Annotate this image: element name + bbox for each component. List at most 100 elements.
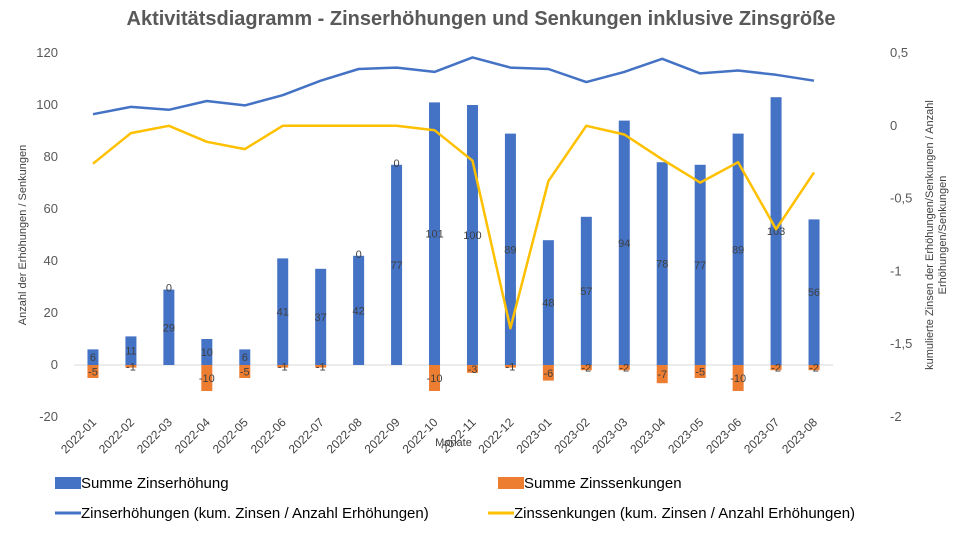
x-tick-label: 2022-09 bbox=[362, 415, 403, 456]
y-tick-label: -20 bbox=[39, 409, 58, 424]
bar-decrease bbox=[580, 365, 592, 371]
bar-increase bbox=[353, 255, 365, 365]
bar-decrease bbox=[542, 365, 554, 381]
x-tick-label: 2023-06 bbox=[703, 415, 744, 456]
bar-increase-label: 101 bbox=[425, 229, 443, 241]
bar-decrease bbox=[656, 365, 668, 384]
x-tick-label: 2022-03 bbox=[134, 415, 175, 456]
bar-decrease-label: -5 bbox=[240, 367, 250, 379]
y-tick-label: 20 bbox=[44, 305, 58, 320]
bar-increase-label: 10 bbox=[201, 347, 213, 359]
bar-increase bbox=[201, 339, 213, 365]
bar-decrease-label: -6 bbox=[543, 368, 553, 380]
x-tick-label: 2023-01 bbox=[513, 415, 554, 456]
bar-decrease-label: -2 bbox=[771, 363, 781, 375]
bar-decrease-label: -2 bbox=[619, 363, 629, 375]
bar-increase bbox=[694, 164, 706, 365]
legend-decrease-label: Summe Zinssenkungen bbox=[524, 475, 682, 492]
y2-tick-label: -1,5 bbox=[890, 336, 912, 351]
bar-decrease-label: -2 bbox=[581, 363, 591, 375]
y2-tick-label: 0 bbox=[890, 118, 897, 133]
x-tick-label: 2023-03 bbox=[589, 415, 630, 456]
bar-increase-label: 6 bbox=[242, 352, 248, 364]
legend-increase-swatch bbox=[55, 477, 81, 489]
x-tick-label: 2022-02 bbox=[96, 415, 137, 456]
bar-increase-label: 42 bbox=[353, 305, 365, 317]
bar-decrease-label: -5 bbox=[88, 367, 98, 379]
bar-increase bbox=[656, 162, 668, 365]
y-tick-label: 80 bbox=[44, 149, 58, 164]
bar-decrease-label: -1 bbox=[316, 361, 326, 373]
x-tick-label: 2022-08 bbox=[324, 415, 365, 456]
x-tick-label: 2022-10 bbox=[400, 415, 441, 456]
x-tick-label: 2022-11 bbox=[438, 415, 479, 456]
legend-decrease-avg-label: Zinssenkungen (kum. Zinsen / Anzahl Erhö… bbox=[514, 505, 855, 522]
bar-increase-label: 89 bbox=[732, 244, 744, 256]
x-tick-label: 2023-02 bbox=[551, 415, 592, 456]
bar-decrease bbox=[504, 365, 516, 368]
y2-tick-label: -0,5 bbox=[890, 191, 912, 206]
x-tick-label: 2022-04 bbox=[172, 415, 213, 456]
x-tick-label: 2023-05 bbox=[665, 415, 706, 456]
bar-decrease-label: 0 bbox=[394, 158, 400, 170]
legend-decrease-swatch bbox=[498, 477, 524, 489]
x-axis-title: Monate bbox=[435, 437, 472, 449]
bar-increase-label: 57 bbox=[580, 286, 592, 298]
bar-decrease bbox=[201, 365, 213, 391]
bar-decrease bbox=[732, 365, 744, 391]
bar-increase bbox=[770, 97, 782, 365]
bar-decrease-label: -1 bbox=[126, 361, 136, 373]
bar-decrease bbox=[87, 365, 99, 378]
bar-decrease-label: -10 bbox=[730, 373, 746, 385]
bar-decrease bbox=[466, 365, 478, 373]
y-tick-label: 60 bbox=[44, 201, 58, 216]
bar-increase bbox=[466, 105, 478, 365]
line-increase-avg bbox=[92, 56, 815, 116]
bar-decrease-label: -3 bbox=[468, 364, 478, 376]
bar-decrease-label: -10 bbox=[199, 373, 215, 385]
bar-decrease-label: 0 bbox=[166, 283, 172, 295]
bar-decrease-label: -1 bbox=[278, 361, 288, 373]
bar-decrease bbox=[239, 365, 251, 378]
bar-increase bbox=[542, 240, 554, 365]
bar-increase bbox=[277, 258, 289, 365]
x-tick-label: 2023-08 bbox=[779, 415, 820, 456]
x-tick-label: 2022-05 bbox=[210, 415, 251, 456]
line-decrease-avg bbox=[92, 124, 816, 330]
bar-increase bbox=[163, 289, 175, 365]
legend-increase-avg-label: Zinserhöhungen (kum. Zinsen / Anzahl Erh… bbox=[81, 505, 429, 522]
bar-increase bbox=[504, 133, 516, 365]
bar-decrease bbox=[429, 365, 441, 391]
x-tick-label: 2023-07 bbox=[741, 415, 782, 456]
bar-increase-label: 78 bbox=[656, 259, 668, 271]
bar-increase-label: 48 bbox=[542, 298, 554, 310]
bar-increase-label: 89 bbox=[504, 244, 516, 256]
bar-increase bbox=[618, 120, 630, 365]
y-tick-label: 40 bbox=[44, 253, 58, 268]
bar-increase bbox=[125, 336, 137, 365]
bar-decrease-label: -7 bbox=[657, 369, 667, 381]
legend-increase-label: Summe Zinserhöhung bbox=[81, 475, 229, 492]
bar-decrease bbox=[277, 365, 289, 368]
bar-decrease bbox=[125, 365, 137, 368]
bar-increase-label: 77 bbox=[390, 260, 402, 272]
bar-increase-label: 41 bbox=[277, 307, 289, 319]
y-tick-label: 100 bbox=[36, 97, 58, 112]
x-tick-label: 2023-04 bbox=[627, 415, 668, 456]
y2-tick-label: 0,5 bbox=[890, 45, 908, 60]
y2-tick-label: -2 bbox=[890, 409, 902, 424]
bar-increase bbox=[580, 216, 592, 365]
bar-increase bbox=[732, 133, 744, 365]
bar-decrease bbox=[694, 365, 706, 378]
x-tick-label: 2022-07 bbox=[286, 415, 327, 456]
bar-increase-label: 6 bbox=[90, 352, 96, 364]
bar-decrease bbox=[808, 365, 820, 371]
x-tick-label: 2022-01 bbox=[58, 415, 99, 456]
bar-increase bbox=[315, 268, 327, 365]
bar-increase bbox=[87, 349, 99, 365]
bar-increase bbox=[808, 219, 820, 365]
bar-decrease-label: -5 bbox=[695, 367, 705, 379]
bar-decrease-label: -2 bbox=[809, 363, 819, 375]
y-tick-label: 0 bbox=[51, 357, 58, 372]
